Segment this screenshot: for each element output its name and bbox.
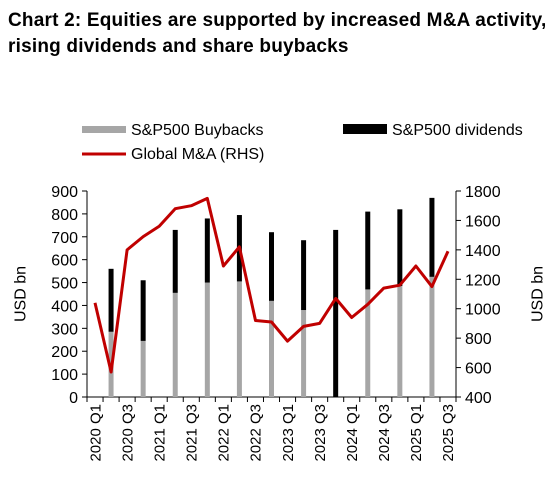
dividends-bar — [333, 229, 339, 397]
buybacks-bar — [172, 292, 178, 397]
right-tick-label: 800 — [465, 331, 492, 348]
x-tick-label: 2020 Q3 — [119, 404, 136, 462]
dividends-bar — [108, 268, 114, 332]
chart-title: Chart 2: Equities are supported by incre… — [8, 10, 547, 57]
legend-label-buybacks: S&P500 Buybacks — [131, 122, 264, 139]
left-axis-title: USD bn — [13, 266, 30, 322]
left-tick-label: 500 — [51, 276, 78, 293]
legend-swatch-buybacks — [82, 126, 126, 133]
right-tick-label: 1600 — [465, 213, 501, 230]
left-tick-label: 400 — [51, 298, 78, 315]
global-ma-line — [93, 196, 450, 374]
left-tick-label: 300 — [51, 321, 78, 338]
x-tick-label: 2025 Q3 — [440, 404, 457, 462]
buybacks-bar — [204, 282, 210, 397]
dividends-bar — [397, 209, 403, 286]
buybacks-bar — [301, 310, 307, 397]
x-tick-label: 2023 Q1 — [280, 404, 297, 462]
dividends-bar — [269, 232, 274, 301]
buybacks-bar — [429, 276, 435, 397]
x-tick-label: 2024 Q3 — [376, 404, 393, 462]
right-tick-label: 600 — [465, 361, 492, 378]
buybacks-bar — [397, 285, 403, 397]
right-tick-label: 400 — [465, 390, 492, 407]
right-tick-label: 1400 — [465, 243, 501, 260]
left-tick-label: 800 — [51, 207, 78, 224]
x-tick-label: 2021 Q3 — [184, 404, 201, 462]
right-tick-label: 1000 — [465, 302, 501, 319]
legend-swatch-dividends — [343, 124, 387, 134]
left-tick-label: 100 — [51, 367, 78, 384]
dividends-bar — [140, 280, 146, 341]
right-tick-label: 1800 — [465, 184, 501, 201]
dividends-bar — [301, 240, 307, 311]
x-tick-label: 2024 Q1 — [344, 404, 361, 462]
buybacks-bar — [365, 289, 371, 397]
left-tick-label: 200 — [51, 344, 78, 361]
left-tick-label: 600 — [51, 253, 78, 270]
x-tick-label: 2021 Q1 — [151, 404, 168, 462]
x-tick-label: 2022 Q1 — [216, 404, 233, 462]
dividends-bar — [172, 229, 178, 293]
left-tick-label: 900 — [51, 184, 78, 201]
legend-label-ma: Global M&A (RHS) — [131, 146, 264, 163]
legend-label-dividends: S&P500 dividends — [392, 122, 523, 139]
dividends-bar — [204, 218, 210, 283]
x-tick-label: 2020 Q1 — [87, 404, 104, 462]
dividends-bar — [365, 211, 371, 290]
left-tick-label: 700 — [51, 230, 78, 247]
right-tick-label: 1200 — [465, 272, 501, 289]
dividends-bar — [429, 197, 435, 277]
right-axis-title: USD bn — [530, 266, 547, 322]
x-tick-label: 2025 Q1 — [408, 404, 425, 462]
buybacks-bar — [140, 340, 146, 397]
buybacks-bar — [236, 281, 242, 397]
x-tick-label: 2023 Q3 — [312, 404, 329, 462]
left-tick-label: 0 — [69, 390, 78, 407]
x-tick-label: 2022 Q3 — [248, 404, 265, 462]
buybacks-bar — [269, 300, 274, 397]
